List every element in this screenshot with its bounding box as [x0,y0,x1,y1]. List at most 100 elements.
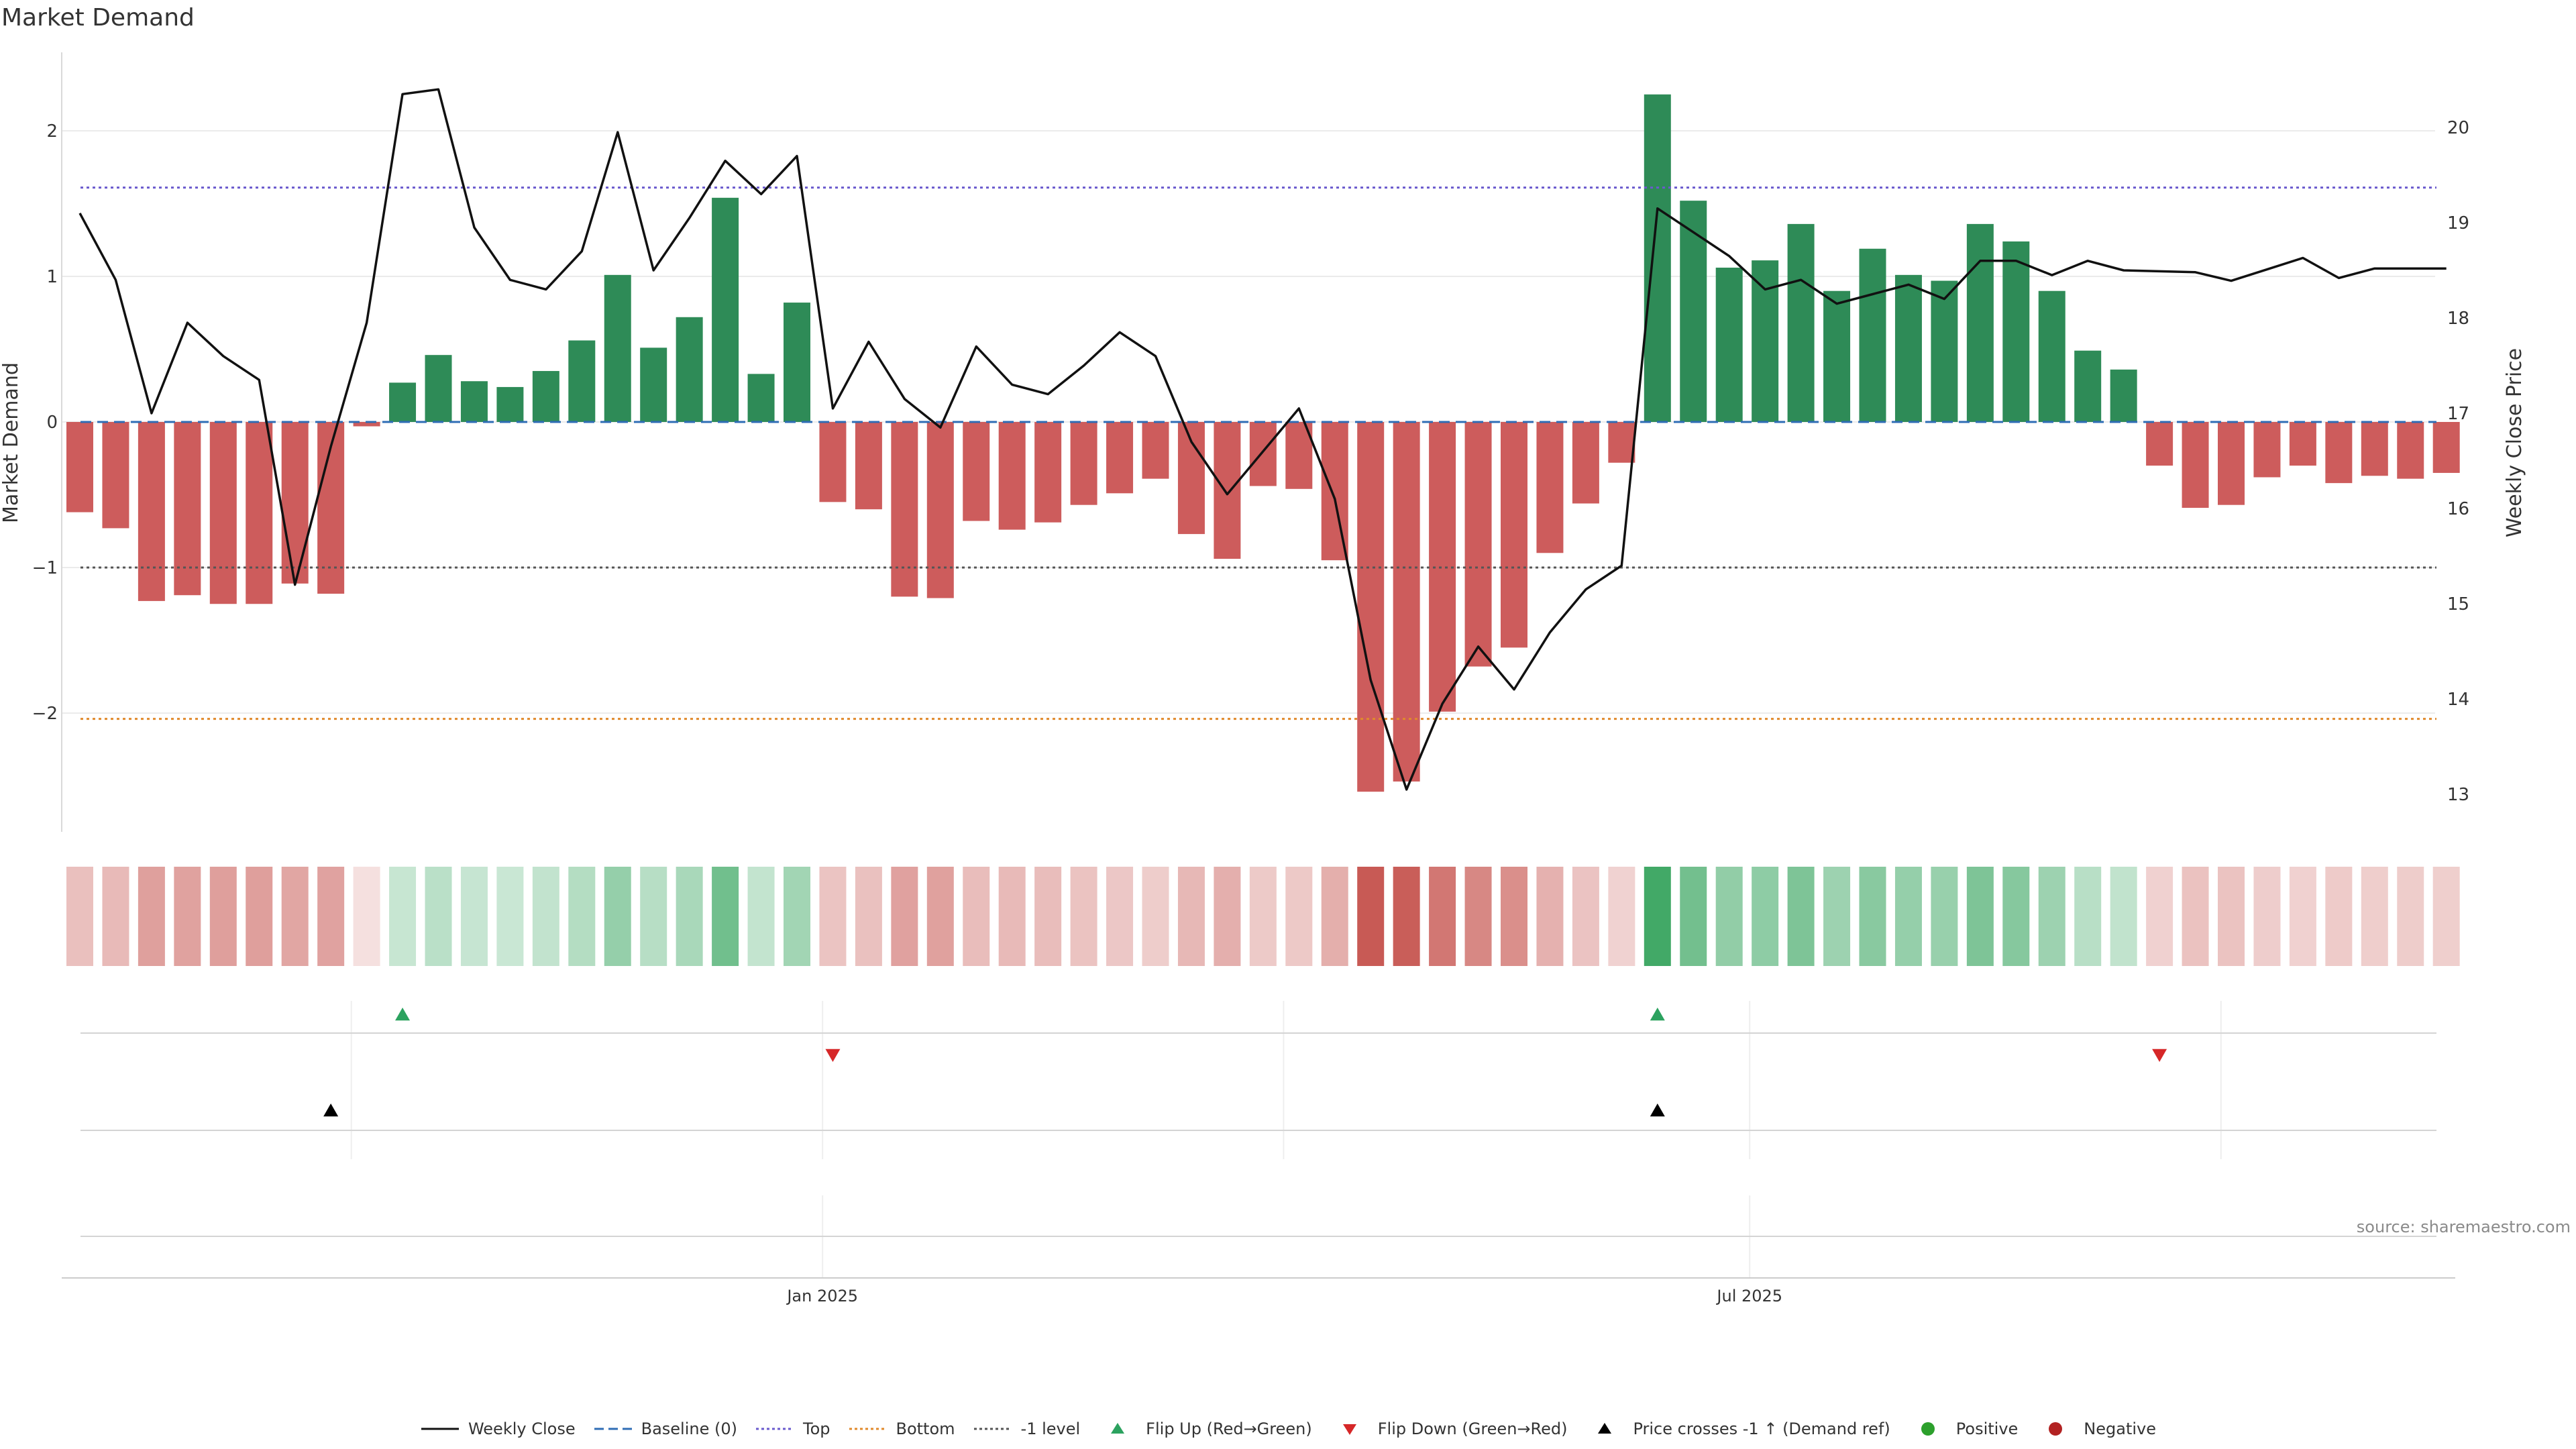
demand-bar [1034,422,1062,523]
demand-bar [102,422,129,529]
strip-cell [246,867,273,966]
demand-bar [496,386,524,422]
strip-cell [1715,867,1743,966]
legend-label: Flip Up (Red→Green) [1146,1419,1312,1438]
strip-cell [891,867,918,966]
legend-swatch [2049,1422,2063,1436]
strip-cell [676,867,703,966]
legend-swatch [1598,1423,1612,1434]
y-axis-title: Market Demand [0,362,23,523]
demand-bar [1501,422,1527,648]
legend-item: Top [755,1419,830,1438]
strip-cell [281,867,309,966]
strip-cell [1106,867,1134,966]
strip-cell [1249,867,1277,966]
flip-up-marker [1650,1008,1665,1021]
weekly-close-line [78,88,2447,791]
strip-cell [1644,867,1671,966]
demand-bar [998,422,1026,530]
legend-triangle-up-icon [1111,1423,1125,1434]
demand-bar [1894,274,1922,422]
legend-swatch [1111,1423,1125,1434]
strip-cell [963,867,990,966]
demand-bar [1142,422,1169,479]
legend-label: Flip Down (Green→Red) [1377,1419,1568,1438]
price-cross-marker [1650,1104,1665,1117]
legend-triangle-down-icon [1342,1424,1356,1435]
demand-bar [676,317,703,422]
strip-cell [1393,867,1420,966]
demand-bar [1572,422,1599,504]
strip-cell [1752,867,1779,966]
strip-cell [640,867,667,966]
legend-item: -1 level [973,1419,1081,1438]
strip-cell [1680,867,1707,966]
strip-cell [1177,867,1205,966]
gridlines [62,130,2435,1278]
demand-bar [963,422,990,521]
y-tick-label: 2 [46,121,58,142]
legend-item: Price crosses -1 ↑ (Demand ref) [1585,1419,1890,1438]
strip-cell [425,867,452,966]
strip-cell [1572,867,1599,966]
strip-cell [604,867,631,966]
demand-bar [891,422,918,597]
legend-label: -1 level [1020,1419,1081,1438]
reference-lines [80,186,2436,720]
chart-title: Market Demand [1,4,195,32]
demand-bar [2182,422,2209,508]
demand-bar [1931,280,1958,422]
legend-triangle-up-icon [1598,1423,1612,1434]
legend-swatch [1921,1422,1935,1436]
strip-cell [747,867,775,966]
strip-cell [1464,867,1492,966]
legend: Weekly Close Baseline (0) Top Bottom -1 leve… [0,1419,2576,1438]
demand-bar [640,347,667,422]
legend-swatch [756,1428,794,1430]
strip-cell [2253,867,2281,966]
demand-bar [2038,290,2065,422]
strip-cell [2074,867,2102,966]
demand-bar [2289,422,2316,466]
strip-cell [174,867,201,966]
strip-cell [2182,867,2209,966]
legend-circle-icon [2049,1422,2063,1436]
strip-cell [1321,867,1348,966]
strip-cell [1787,867,1815,966]
legend-label: Weekly Close [468,1419,576,1438]
demand-bar [2002,241,2030,422]
demand-bar [2218,422,2245,505]
strip-cell [2038,867,2065,966]
demand-bar [389,382,417,422]
y-tick-label: −2 [32,704,58,724]
y2-tick-label: 19 [2447,213,2469,233]
demand-bar [1249,422,1277,486]
strip-cell [2325,867,2353,966]
legend-label: Positive [1955,1419,2019,1438]
demand-bar [2253,422,2281,478]
demand-bar [2361,422,2388,476]
strip-cell [784,867,810,966]
demand-bar [604,274,631,422]
strip-cell [926,867,954,966]
axes: 2 1 0 −1 −2 20 19 18 17 16 15 14 13 Market Demand Week… [0,52,2526,1305]
demand-bar [926,422,954,598]
demand-bar [784,303,810,422]
strip-cell [1608,867,1635,966]
strip-cell [2002,867,2030,966]
legend-circle-icon [1921,1422,1935,1436]
demand-bar [532,371,559,422]
legend-item: Flip Up (Red→Green) [1097,1419,1312,1438]
demand-bar [460,381,488,422]
demand-bar [2432,422,2460,473]
legend-item: Weekly Close [420,1419,576,1438]
demand-bar [1321,422,1348,561]
y2-tick-label: 13 [2447,785,2469,805]
y-tick-label: 0 [46,413,58,433]
strip-cell [460,867,488,966]
strip-cell [532,867,559,966]
strip-cell [2397,867,2424,966]
strip-cell [138,867,165,966]
strip-cell [2432,867,2460,966]
demand-bar [246,422,273,604]
